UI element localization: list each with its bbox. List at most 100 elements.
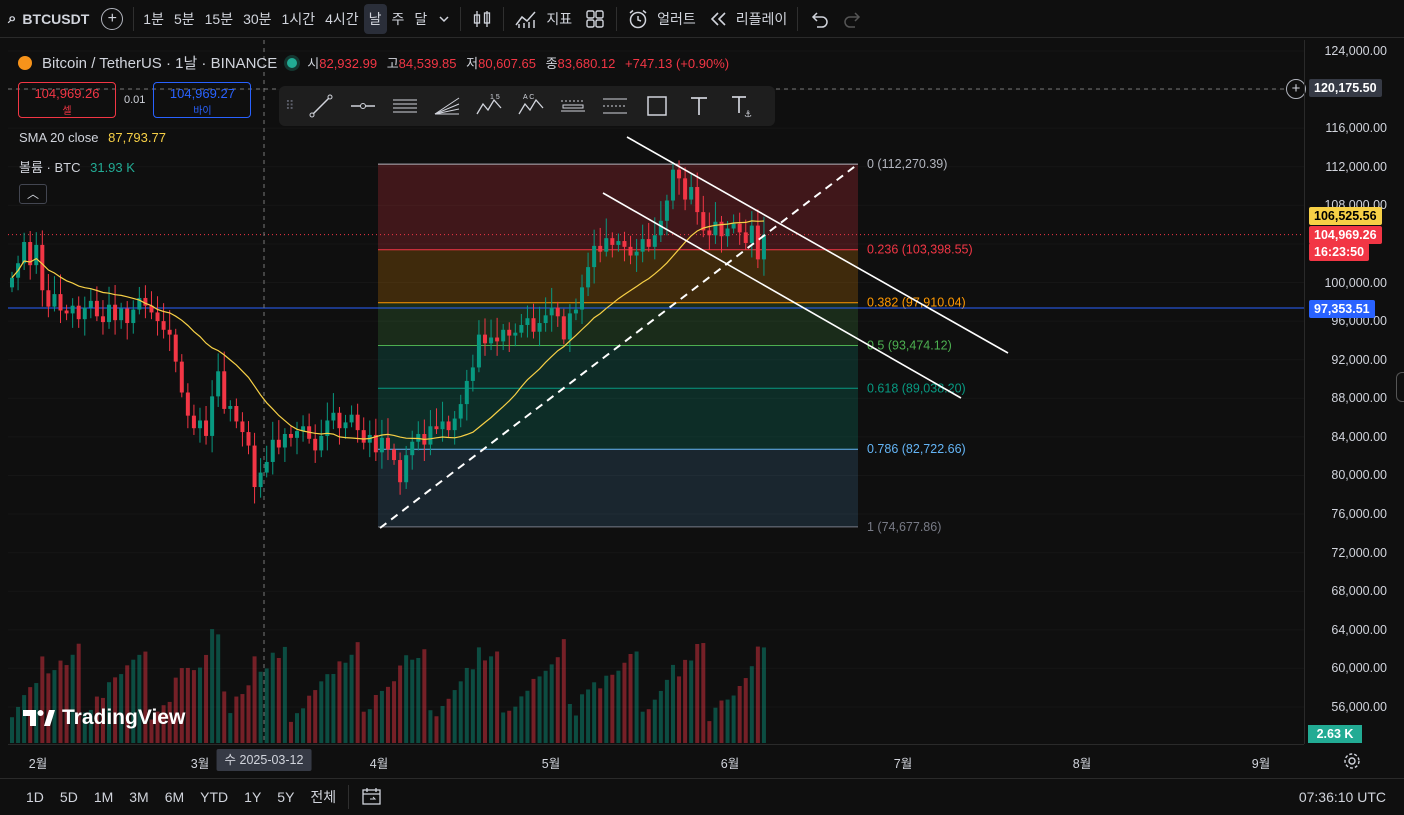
parallel-channel-tool[interactable] — [385, 89, 425, 123]
settings-button[interactable] — [1342, 751, 1362, 776]
rectangle-tool[interactable] — [637, 89, 677, 123]
redo-button[interactable] — [836, 0, 870, 38]
range-5d[interactable]: 5D — [59, 789, 78, 805]
volume-bar — [288, 721, 293, 743]
compare-symbol-button[interactable]: + — [95, 0, 129, 38]
search-icon: ⌕ — [8, 10, 17, 27]
volume-bar — [64, 665, 69, 743]
timeframe-dropdown[interactable] — [432, 0, 456, 38]
volume-bar — [537, 676, 542, 743]
candle-body — [731, 223, 736, 229]
range-1y[interactable]: 1Y — [244, 789, 262, 805]
candle-body — [398, 460, 403, 483]
fib-level-label: 0.382 (97,910.04) — [867, 296, 966, 310]
symbol-search-button[interactable]: ⌕ BTCUSDT — [0, 0, 95, 38]
volume-bar — [70, 654, 75, 743]
measure-tool[interactable] — [553, 89, 593, 123]
tradingview-logo-text: TradingView — [62, 706, 186, 729]
bottom-toolbar: 1D 5D 1M 3M 6M YTD 1Y 5Y 전체 07:36:10 UTC — [0, 778, 1404, 815]
chart-pane[interactable]: 0 (112,270.39) 0.236 (103,398.55) 0.382 (9… — [8, 40, 1304, 744]
text-tool[interactable] — [679, 89, 719, 123]
candle-body — [167, 329, 172, 335]
volume-bar — [228, 713, 233, 743]
fib-fan-tool[interactable] — [427, 89, 467, 123]
candle-body — [252, 445, 257, 488]
volume-bar — [125, 665, 130, 743]
volume-bar — [476, 647, 481, 743]
price-chart[interactable]: 0 (112,270.39) 0.236 (103,398.55) 0.382 (9… — [8, 40, 1304, 744]
timeframe-5m[interactable]: 5분 — [173, 10, 195, 27]
volume-bar — [343, 662, 348, 743]
tradingview-logo[interactable]: TradingView — [22, 706, 185, 730]
price-axis[interactable]: 124,000.00 116,000.00 112,000.00 108,000.00… — [1304, 40, 1404, 744]
timeframe-week[interactable]: 주 — [391, 10, 405, 27]
volume-bar — [392, 681, 397, 743]
undo-button[interactable] — [802, 0, 836, 38]
lines-icon — [393, 99, 417, 113]
volume-bar — [573, 715, 578, 743]
forecast-tool[interactable] — [595, 89, 635, 123]
candle-body — [40, 244, 45, 291]
volume-bar — [495, 651, 500, 743]
timeframe-15m[interactable]: 15분 — [204, 10, 234, 27]
candle-body — [604, 238, 609, 252]
sma-legend[interactable]: SMA 20 close 87,793.77 — [19, 130, 166, 145]
volume-legend[interactable]: 볼륨 · BTC 31.93 K — [19, 157, 135, 176]
timeframe-day[interactable]: 날 — [363, 3, 387, 34]
drag-handle-icon[interactable]: ⠿ — [285, 98, 295, 113]
horizontal-line-tool[interactable] — [343, 89, 383, 123]
time-axis[interactable]: 9월 8월 7월 6월 5월 4월 3월 2월 수 2025-03-12 — [8, 744, 1304, 774]
replay-button[interactable]: 리플레이 — [702, 0, 794, 38]
alert-button[interactable]: 얼러트 — [621, 0, 702, 38]
timeframe-month[interactable]: 달 — [414, 10, 428, 27]
volume-bar — [264, 668, 269, 743]
layouts-button[interactable] — [578, 0, 612, 38]
volume-bar — [40, 656, 45, 743]
timeframe-30m[interactable]: 30분 — [243, 10, 272, 27]
range-1d[interactable]: 1D — [26, 789, 44, 805]
volume-bar — [683, 659, 688, 743]
price-tick-label: 64,000.00 — [1331, 622, 1387, 637]
timeframe-1h[interactable]: 1시간 — [281, 10, 316, 27]
volume-bar — [137, 654, 142, 743]
timeframe-4h[interactable]: 4시간 — [325, 10, 359, 27]
sell-button[interactable]: 104,969.26 셀 — [18, 82, 116, 118]
candle-body — [210, 396, 215, 436]
timeframe-1m[interactable]: 1분 — [143, 10, 164, 27]
volume-bar — [246, 685, 251, 743]
open-label: 시 — [307, 56, 320, 71]
candle-body — [664, 200, 669, 221]
abc-pattern-tool[interactable]: A C — [511, 89, 551, 123]
fib-zone — [378, 449, 858, 527]
volume-bar — [592, 682, 597, 743]
range-5y[interactable]: 5Y — [277, 789, 295, 805]
candle-body — [446, 421, 451, 431]
add-alert-crosshair-button[interactable]: + — [1286, 79, 1306, 99]
candle-body — [434, 426, 439, 430]
range-1m[interactable]: 1M — [93, 789, 114, 805]
symbol-title[interactable]: Bitcoin / TetherUS · 1날 · BINANCE — [42, 55, 278, 72]
range-3m[interactable]: 3M — [129, 789, 149, 805]
collapse-legend-button[interactable]: ︿ — [19, 184, 47, 204]
trendline-tool[interactable] — [301, 89, 341, 123]
utc-clock[interactable]: 07:36:10 UTC — [1298, 789, 1386, 805]
range-6m[interactable]: 6M — [164, 789, 185, 805]
side-panel-toggle[interactable] — [1396, 372, 1404, 402]
volume-bar — [258, 671, 263, 743]
chart-type-button[interactable] — [465, 0, 499, 38]
svg-text:1 5: 1 5 — [490, 94, 500, 101]
volume-bar — [337, 661, 342, 743]
candle-body — [513, 332, 518, 336]
go-to-date-button[interactable] — [353, 786, 391, 809]
pattern-tool[interactable]: 1 5 — [469, 89, 509, 123]
range-all[interactable]: 전체 — [310, 789, 337, 805]
price-tick-label: 72,000.00 — [1331, 545, 1387, 560]
range-ytd[interactable]: YTD — [200, 789, 229, 805]
anchored-text-tool[interactable]: ⚓ — [721, 89, 761, 123]
volume-bar — [185, 667, 190, 743]
text-icon — [691, 97, 707, 115]
buy-button[interactable]: 104,969.27 바이 — [153, 82, 252, 118]
price-tick-label: 76,000.00 — [1331, 507, 1387, 522]
indicators-button[interactable]: 지표 — [508, 0, 578, 38]
candle-body — [179, 361, 184, 393]
